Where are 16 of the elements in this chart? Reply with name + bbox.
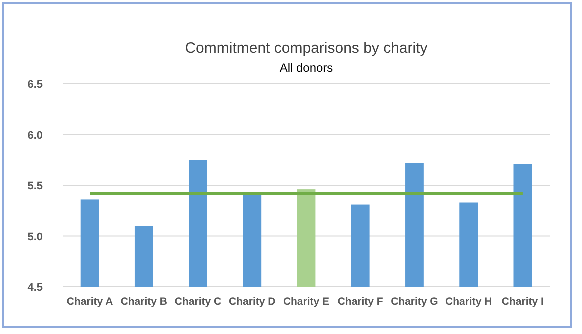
y-tick-label: 5.0 — [28, 231, 43, 244]
y-tick-label: 6.5 — [28, 79, 43, 91]
x-tick-label: Charity F — [338, 296, 384, 308]
y-tick-label: 4.5 — [28, 282, 43, 294]
y-tick-label: 6.0 — [28, 130, 43, 142]
x-tick-label: Charity C — [174, 296, 222, 308]
x-tick-label: Charity B — [120, 296, 168, 308]
chart-subtitle: All donors — [280, 61, 334, 75]
x-tick-label: Charity G — [391, 296, 438, 308]
x-tick-label: Charity H — [445, 296, 492, 308]
x-tick-label: Charity E — [283, 296, 330, 308]
x-tick-label: Charity A — [66, 296, 114, 308]
y-tick-label: 5.5 — [28, 180, 43, 192]
x-tick-label: Charity D — [229, 296, 276, 308]
chart-title: Commitment comparisons by charity — [185, 40, 428, 57]
x-tick-label: Charity I — [502, 296, 544, 308]
